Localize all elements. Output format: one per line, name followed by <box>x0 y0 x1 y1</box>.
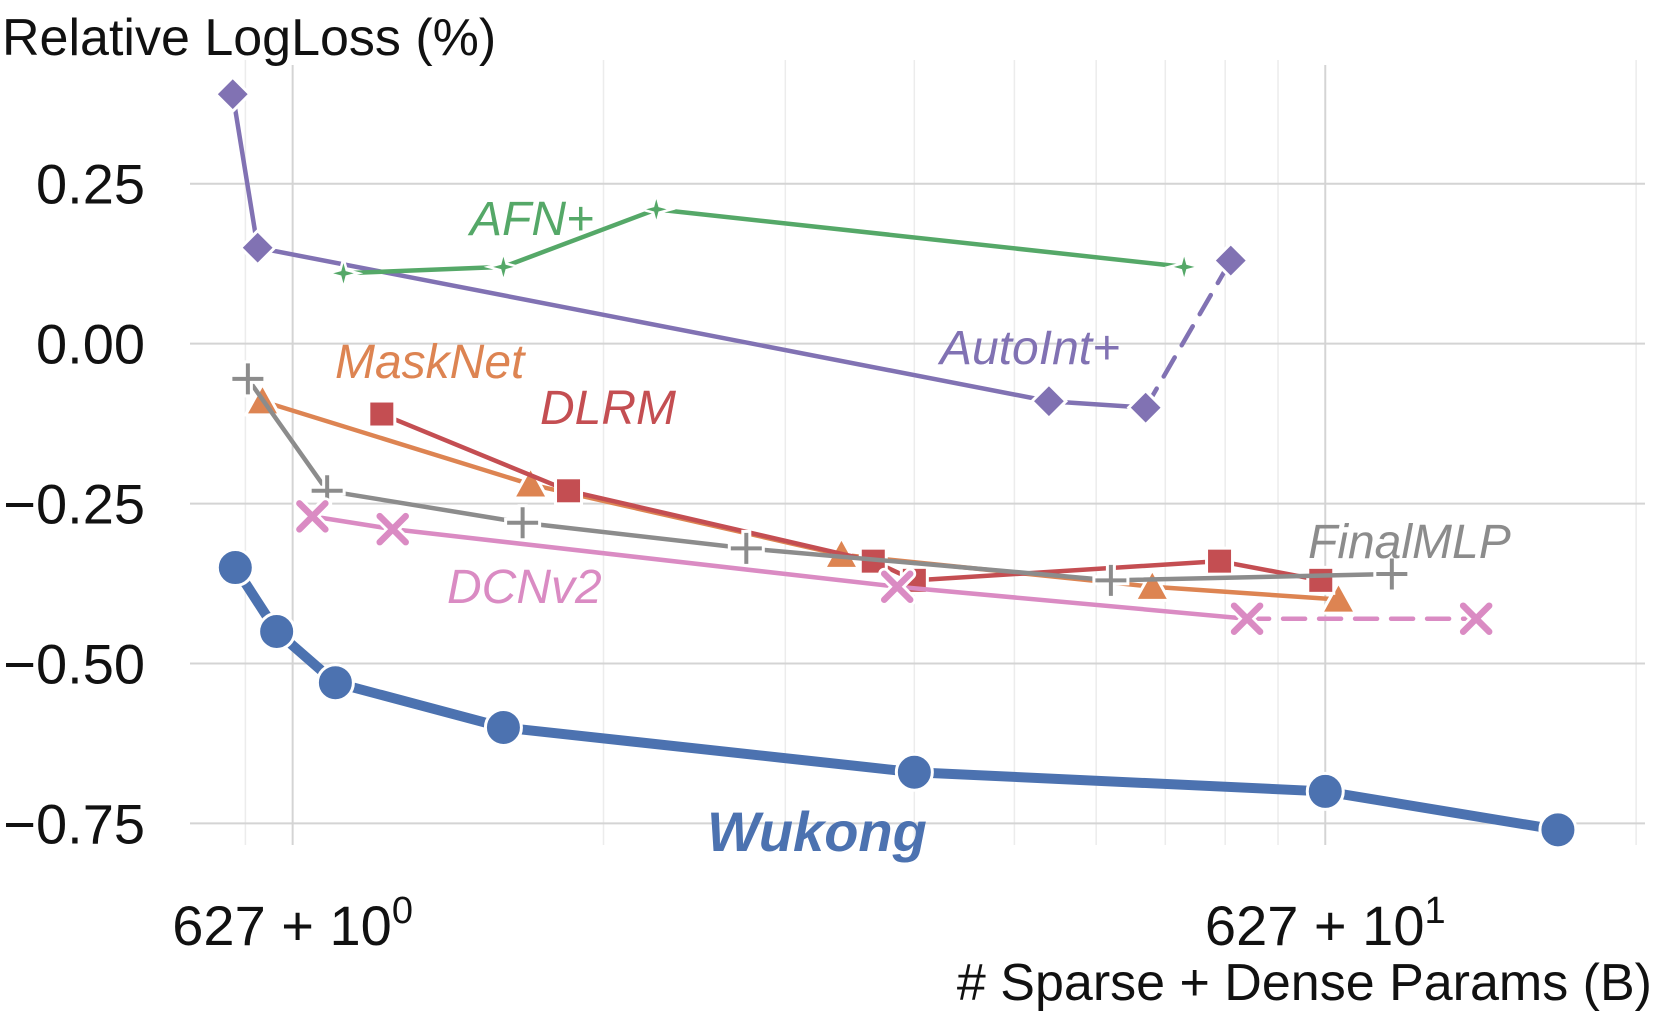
data-point <box>315 663 355 703</box>
series-line-segment <box>245 376 330 494</box>
data-point <box>215 548 255 588</box>
data-point <box>1132 566 1172 602</box>
data-point <box>1457 599 1496 638</box>
series-line-segment <box>379 411 571 494</box>
y-tick-label: −0.75 <box>3 792 145 855</box>
data-point-stroke <box>376 512 409 546</box>
series-line-segment <box>1320 786 1563 835</box>
data-point <box>727 529 765 567</box>
x-axis-title: # Sparse + Dense Params (B) <box>957 954 1652 1012</box>
series-line-segment <box>230 91 260 250</box>
series-dcnv2 <box>293 497 1496 638</box>
series-line-segment <box>1143 258 1234 410</box>
y-tick-label: 0.00 <box>36 313 145 376</box>
x-tick-label: 627 + 100 <box>172 890 413 957</box>
series-finalmlp <box>229 360 1411 599</box>
series-label-dlrm: DLRM <box>540 382 676 435</box>
series-line-segment <box>1108 571 1395 583</box>
series-label-finalmlp: FinalMLP <box>1308 516 1511 569</box>
data-point <box>373 510 412 549</box>
data-point <box>483 247 524 287</box>
y-tick-label: −0.25 <box>3 473 145 536</box>
data-point <box>1373 555 1411 593</box>
series-label-dcnv2: DCNv2 <box>447 561 602 614</box>
series-line-segment <box>912 558 1222 583</box>
series-line-segment <box>324 488 525 526</box>
data-point <box>483 707 523 747</box>
data-point <box>1305 771 1345 811</box>
data-point <box>554 476 584 506</box>
series-layer <box>213 75 1578 850</box>
data-point-stroke <box>880 570 914 603</box>
series-afn- <box>323 189 1204 294</box>
data-point <box>1228 599 1267 638</box>
series-label-wukong: Wukong <box>707 800 927 863</box>
series-line-segment <box>520 520 749 551</box>
minor-gridlines <box>244 60 1637 845</box>
x-tick-label: 627 + 101 <box>1205 890 1446 957</box>
series-line-segment <box>744 546 1114 583</box>
data-point <box>504 504 542 542</box>
y-tick-label: −0.50 <box>3 633 145 696</box>
data-point <box>323 253 364 294</box>
data-point <box>1318 579 1359 615</box>
series-line-segment <box>341 264 506 276</box>
data-point <box>1126 388 1165 427</box>
x-axis-ticks: 627 + 100 627 + 101 <box>172 890 1445 957</box>
series-line-segment <box>310 514 395 532</box>
data-point <box>636 189 677 230</box>
data-point <box>511 464 551 500</box>
data-point-stroke <box>1230 602 1264 635</box>
series-line-segment <box>390 526 900 589</box>
series-label-afn: AFN+ <box>467 193 594 246</box>
data-point-stroke <box>1459 602 1493 635</box>
major-gridlines <box>190 65 1645 845</box>
series-line-segment <box>909 767 1331 797</box>
data-point <box>1164 247 1204 287</box>
data-point-stroke <box>296 500 329 533</box>
y-axis-title: Relative LogLoss (%) <box>2 9 496 67</box>
data-point <box>367 399 397 429</box>
data-point <box>1029 382 1069 421</box>
series-line-segment <box>1150 584 1341 602</box>
series-line-segment <box>566 488 876 564</box>
y-tick-label: 0.25 <box>36 153 145 216</box>
data-point <box>1092 561 1130 599</box>
data-point <box>1211 241 1250 280</box>
data-point <box>308 472 346 510</box>
data-point <box>238 228 277 267</box>
series-wukong <box>215 548 1578 850</box>
data-point <box>1205 546 1235 576</box>
data-point <box>257 612 297 652</box>
series-label-autoint: AutoInt+ <box>937 322 1120 375</box>
series-line-segment <box>894 584 1250 621</box>
series-label-masknet: MaskNet <box>335 336 526 389</box>
data-point <box>894 752 934 792</box>
y-axis-ticks: 0.25 0.00 −0.25 −0.50 −0.75 <box>3 153 145 856</box>
data-point <box>229 360 267 398</box>
series-line-segment <box>330 677 509 733</box>
data-point <box>1538 810 1578 850</box>
series-line-segment <box>654 207 1187 270</box>
data-point <box>878 567 917 606</box>
data-point <box>293 497 332 536</box>
data-point <box>1306 565 1336 595</box>
series-line-segment <box>260 398 533 487</box>
data-point <box>213 75 252 114</box>
series-line-segment <box>498 722 920 778</box>
series-line-segment <box>501 207 659 270</box>
